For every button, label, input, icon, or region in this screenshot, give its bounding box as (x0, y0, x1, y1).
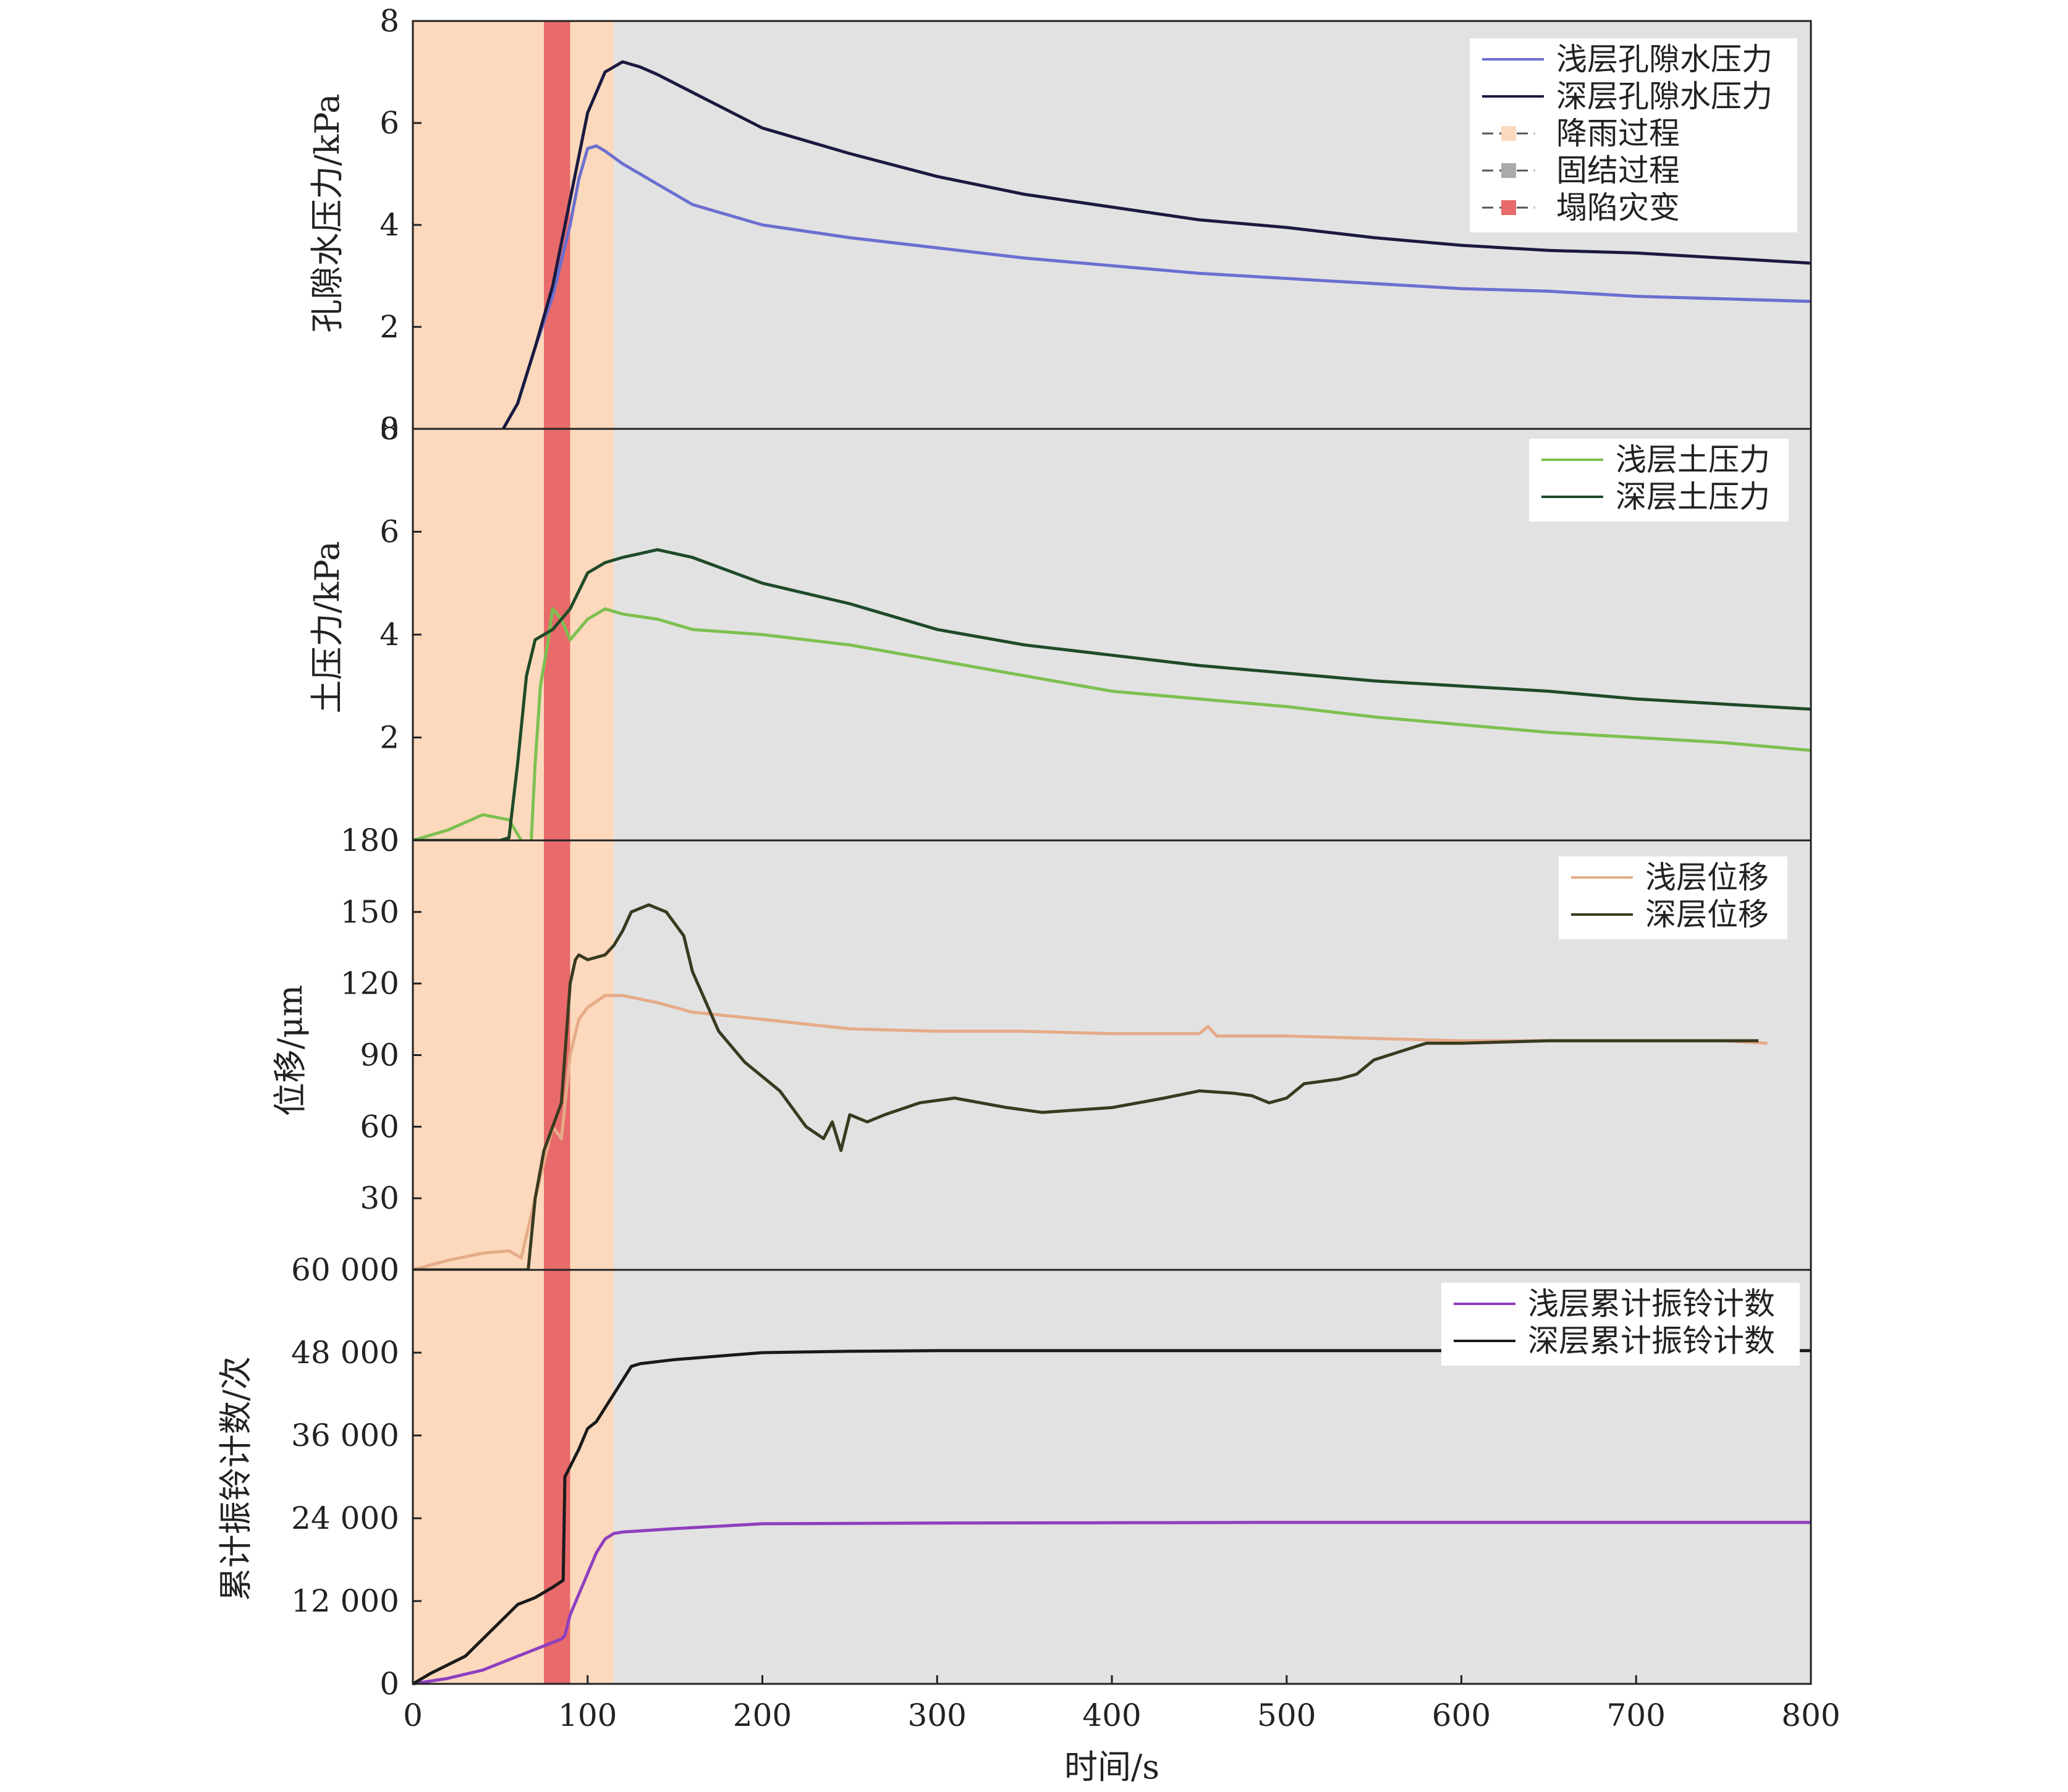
y-tick-label: 12 000 (291, 1583, 399, 1619)
y-tick-label: 0 (379, 822, 399, 858)
y-tick-label: 150 (341, 894, 399, 930)
legend-label: 深层位移 (1645, 897, 1769, 932)
x-tick-label: 0 (403, 1697, 423, 1733)
x-tick-label: 800 (1781, 1697, 1840, 1733)
legend-label: 深层土压力 (1616, 479, 1770, 515)
legend-label: 深层孔隙水压力 (1556, 78, 1773, 114)
legend-label: 浅层土压力 (1616, 442, 1770, 478)
y-tick-label: 6 (379, 514, 399, 550)
displacement-ylabel: 位移/μm (271, 985, 310, 1117)
legend-label: 浅层累计振铃计数 (1528, 1286, 1775, 1322)
deep-series-line-1 (413, 548, 1812, 842)
legend-box (1559, 856, 1787, 939)
legend-box (1529, 439, 1789, 522)
legend-label: 固结过程 (1556, 153, 1680, 188)
pore-pressure-panel: 0 2 4 6 8 孔隙水压力/kPa 浅层孔隙水压力深层孔隙水压力降雨过程固结过程塌陷… (308, 3, 1812, 447)
legend-label: 降雨过程 (1556, 116, 1680, 151)
legend-label: 浅层位移 (1645, 860, 1769, 895)
x-tick-label: 200 (733, 1697, 792, 1733)
deep-series-line-0 (413, 60, 1812, 436)
y-tick-label: 0 (379, 1252, 399, 1288)
y-tick-label: 48 000 (291, 1335, 399, 1371)
x-tick-label: 500 (1257, 1697, 1316, 1733)
y-tick-label: 60 (360, 1109, 399, 1144)
legend-swatch-marker (1501, 126, 1516, 141)
shallow-series-line-0 (413, 144, 1812, 436)
y-tick-label: 60 000 (291, 1252, 399, 1288)
x-tick-label: 400 (1082, 1697, 1141, 1733)
legend-swatch-marker (1501, 163, 1516, 178)
ringing-count-panel: 0 12 000 24 000 36 000 48 000 60 000 累计振铃计数/次… (216, 1252, 1812, 1702)
x-axis: 0 100 200 300 400 500 600 700 800 (403, 1675, 1841, 1733)
deep-series-line-3 (412, 1349, 1811, 1686)
ringing-count-ylabel: 累计振铃计数/次 (216, 1356, 255, 1601)
y-tick-label: 8 (379, 3, 399, 39)
x-tick-label: 700 (1607, 1697, 1666, 1733)
y-tick-label: 180 (341, 822, 399, 858)
y-tick-label: 4 (379, 207, 399, 243)
x-tick-label: 100 (558, 1697, 617, 1733)
y-tick-label: 4 (379, 617, 399, 653)
legend-swatch-marker (1501, 200, 1516, 215)
legend-box (1441, 1283, 1800, 1366)
shallow-series-line-3 (412, 1521, 1811, 1686)
x-tick-label: 600 (1432, 1697, 1491, 1733)
rain-phase-band (413, 429, 614, 840)
y-tick-label: 90 (360, 1038, 399, 1073)
y-tick-label: 8 (379, 411, 399, 447)
legend-label: 塌陷灾变 (1556, 190, 1680, 226)
y-tick-label: 36 000 (291, 1418, 399, 1453)
deep-series-line-2 (413, 903, 1759, 1272)
y-tick-label: 6 (379, 105, 399, 141)
rain-phase-band (413, 21, 614, 429)
y-tick-label: 0 (379, 1666, 399, 1702)
pore-pressure-ylabel: 孔隙水压力/kPa (308, 93, 347, 332)
y-tick-label: 24 000 (291, 1500, 399, 1536)
rain-phase-band (413, 1270, 614, 1684)
y-tick-label: 120 (341, 966, 399, 1002)
earth-pressure-ylabel: 土压力/kPa (308, 541, 347, 713)
legend-box (1470, 38, 1797, 232)
y-tick-label: 0 (379, 411, 399, 447)
x-axis-label: 时间/s (1064, 1748, 1159, 1786)
rain-phase-band (413, 840, 614, 1270)
legend-label: 深层累计振铃计数 (1528, 1323, 1775, 1359)
x-tick-label: 300 (908, 1697, 967, 1733)
y-tick-label: 30 (360, 1180, 399, 1216)
y-tick-label: 2 (379, 720, 399, 756)
y-tick-label: 2 (379, 309, 399, 345)
legend-label: 浅层孔隙水压力 (1556, 41, 1773, 77)
